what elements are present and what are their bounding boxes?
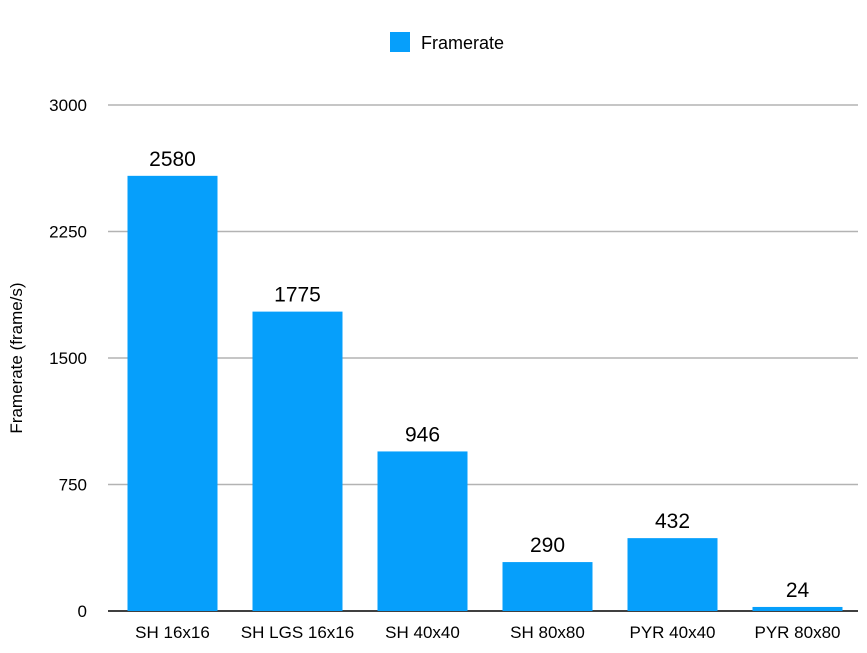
- x-tick-label: SH LGS 16x16: [241, 623, 354, 642]
- bar: [502, 562, 593, 611]
- legend: Framerate: [390, 32, 504, 53]
- gridlines: [108, 104, 858, 612]
- x-tick-label: PYR 80x80: [755, 623, 841, 642]
- y-tick-label: 2250: [49, 223, 87, 242]
- legend-label-framerate: Framerate: [421, 33, 504, 53]
- bar: [127, 175, 218, 611]
- bar: [377, 451, 468, 611]
- bar: [252, 311, 343, 611]
- x-tick-label: SH 80x80: [510, 623, 585, 642]
- data-label: 24: [786, 579, 810, 602]
- x-tick-label: SH 16x16: [135, 623, 210, 642]
- y-tick-label: 1500: [49, 349, 87, 368]
- data-label: 946: [405, 423, 440, 446]
- data-labels: 2580 1775 946 290 432 24: [149, 148, 809, 602]
- x-tick-label: SH 40x40: [385, 623, 460, 642]
- data-label: 1775: [274, 284, 321, 307]
- x-tick-label: PYR 40x40: [630, 623, 716, 642]
- legend-swatch-framerate: [390, 32, 410, 52]
- y-tick-label: 3000: [49, 96, 87, 115]
- y-axis-ticks: 0 750 1500 2250 3000: [49, 96, 87, 621]
- x-axis-labels: SH 16x16 SH LGS 16x16 SH 40x40 SH 80x80 PYR …: [135, 623, 840, 642]
- data-label: 432: [655, 510, 690, 533]
- bars: [127, 175, 843, 611]
- data-label: 2580: [149, 148, 196, 171]
- bar: [627, 538, 718, 611]
- bar: [752, 606, 843, 611]
- y-tick-label: 0: [78, 602, 87, 621]
- data-label: 290: [530, 534, 565, 557]
- y-axis-title: Framerate (frame/s): [7, 282, 26, 433]
- y-tick-label: 750: [59, 476, 87, 495]
